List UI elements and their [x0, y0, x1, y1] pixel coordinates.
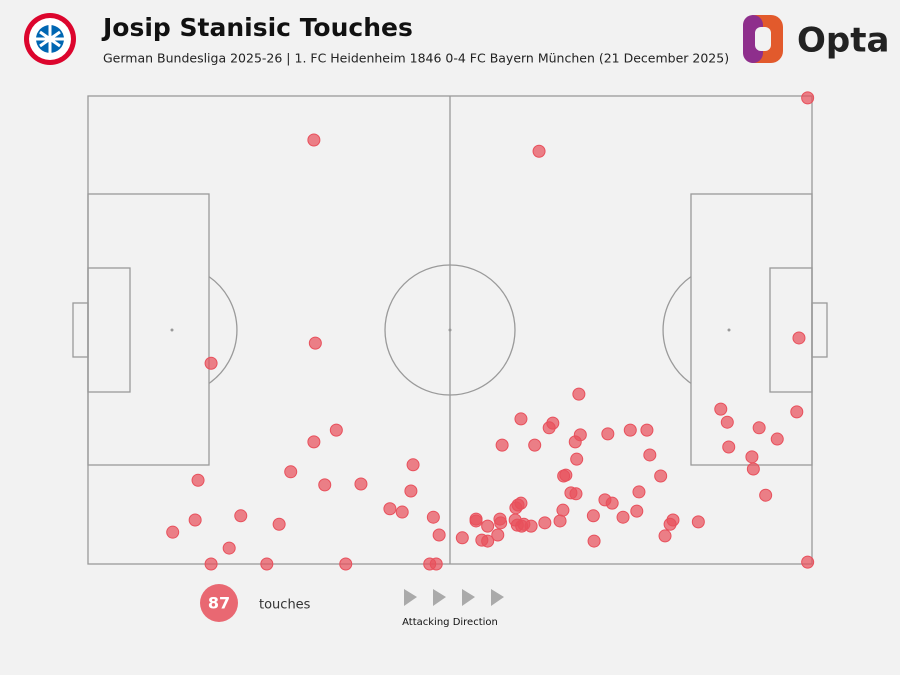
touch-point [481, 519, 495, 533]
touch-point [339, 557, 353, 571]
touch-point [354, 477, 368, 491]
touch-point [801, 555, 815, 569]
touch-point [586, 509, 600, 523]
touch-point [745, 450, 759, 464]
touch-point [640, 423, 654, 437]
touch-point [508, 513, 522, 527]
direction-arrows [404, 589, 504, 606]
touch-point [538, 516, 552, 530]
touch-point [570, 452, 584, 466]
touch-point [801, 91, 815, 105]
touch-point [406, 458, 420, 472]
touch-point [746, 462, 760, 476]
touch-point [308, 336, 322, 350]
touch-point [188, 513, 202, 527]
touch-point [395, 505, 409, 519]
touch-point [569, 487, 583, 501]
touch-point [204, 356, 218, 370]
touch-point [307, 435, 321, 449]
touch-point [616, 510, 630, 524]
touch-point [790, 405, 804, 419]
touch-point [514, 412, 528, 426]
touch-point [455, 531, 469, 545]
touch-point [481, 534, 495, 548]
touch-point [720, 415, 734, 429]
touch-point [722, 440, 736, 454]
touch-point [556, 503, 570, 517]
touch-point [495, 438, 509, 452]
touch-point [528, 438, 542, 452]
count-badge [200, 584, 238, 622]
club-badge [24, 13, 76, 65]
touch-point [260, 557, 274, 571]
touch-point [759, 488, 773, 502]
touch-point [234, 509, 248, 523]
touch-point [329, 423, 343, 437]
touch-point [572, 387, 586, 401]
touch-point [494, 516, 508, 530]
touch-point [557, 469, 571, 483]
touch-point [532, 144, 546, 158]
touch-point [191, 473, 205, 487]
touch-point [272, 517, 286, 531]
touch-point [542, 421, 556, 435]
touch-point [469, 514, 483, 528]
touch-point [491, 528, 505, 542]
touch-point [643, 448, 657, 462]
touch-point [429, 557, 443, 571]
touch-point [658, 529, 672, 543]
touch-point [568, 435, 582, 449]
touch-point [307, 133, 321, 147]
touch-point [553, 514, 567, 528]
touch-point [654, 469, 668, 483]
subtitle: German Bundesliga 2025-26 | 1. FC Heiden… [103, 51, 729, 66]
touch-point [632, 485, 646, 499]
touch-point [524, 519, 538, 533]
touch-point [166, 525, 180, 539]
touch-point [770, 432, 784, 446]
touch-point [404, 484, 418, 498]
touch-point [284, 465, 298, 479]
pitch [72, 95, 828, 565]
touch-point [587, 534, 601, 548]
touch-point [630, 504, 644, 518]
touch-point [752, 421, 766, 435]
touch-point [691, 515, 705, 529]
direction-label: Attacking Direction [402, 617, 498, 628]
touch-point [623, 423, 637, 437]
brand-name: Opta [797, 21, 889, 61]
touch-point [204, 557, 218, 571]
touch-point [318, 478, 332, 492]
brand-logo: Opta [743, 15, 889, 63]
touch-point [383, 502, 397, 516]
touch-point [432, 528, 446, 542]
touch-point [601, 427, 615, 441]
touch-point [222, 541, 236, 555]
touch-point [605, 496, 619, 510]
touch-count: 87 [208, 594, 230, 613]
touch-point [792, 331, 806, 345]
touch-point [663, 517, 677, 531]
touch-point [509, 501, 523, 515]
count-label: touches [259, 598, 311, 613]
chart-title: Josip Stanisic Touches [101, 13, 413, 42]
touch-point [714, 402, 728, 416]
touch-point [426, 510, 440, 524]
